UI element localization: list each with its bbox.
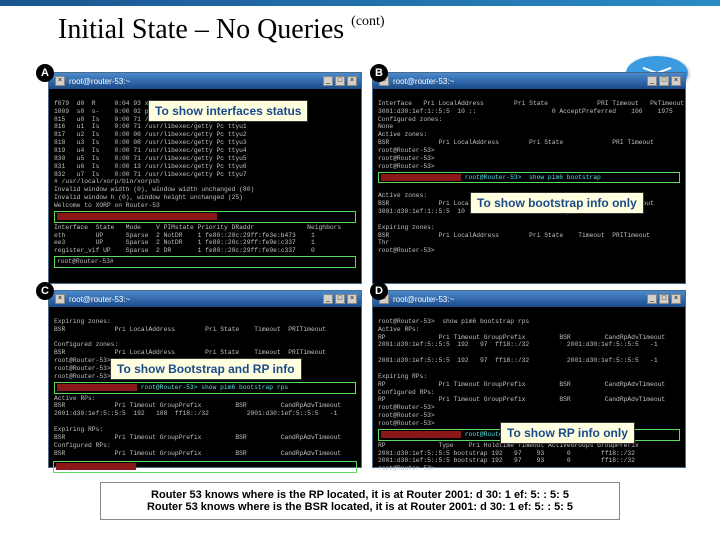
maximize-button[interactable]: □: [659, 76, 669, 86]
close-button[interactable]: ×: [671, 76, 681, 86]
minimize-button[interactable]: _: [647, 294, 657, 304]
badge-a: A: [36, 64, 54, 82]
close-icon[interactable]: ×: [55, 76, 65, 86]
maximize-button[interactable]: □: [659, 294, 669, 304]
callout-b: To show bootstrap info only: [470, 192, 644, 214]
terminal-cmd: root@Router-53> show pim6 bootstrap rps: [141, 384, 288, 391]
terminal-title: root@router-53:~: [69, 295, 130, 304]
highlight-box: root@Router-53# show interfaces: [54, 211, 356, 223]
terminal-title: root@router-53:~: [393, 77, 454, 86]
terminal-output: RP Type Pri Holdtime Timeout ActiveGroup…: [378, 442, 639, 473]
close-button[interactable]: ×: [347, 294, 357, 304]
maximize-button[interactable]: □: [335, 294, 345, 304]
slide-title-suffix: (cont): [351, 14, 384, 29]
terminal-panel-b: × root@router-53:~ _ □ × Interface Pri L…: [372, 72, 686, 284]
terminal-table: Interface State Mode V PIMstate Priority…: [54, 224, 341, 255]
callout-c: To show Bootstrap and RP info: [110, 358, 302, 380]
minimize-button[interactable]: _: [647, 76, 657, 86]
badge-d: D: [370, 282, 388, 300]
terminal-title: root@router-53:~: [69, 77, 130, 86]
redacted-prompt: root@Router-53>: [381, 174, 461, 181]
terminal-title: root@router-53:~: [393, 295, 454, 304]
terminal-body: Interface Pri LocalAddress Pri State PRI…: [373, 89, 685, 258]
minimize-button[interactable]: _: [323, 294, 333, 304]
terminal-body: Expiring zones: BSR Pri LocalAddress Pri…: [49, 307, 361, 476]
redacted-prompt: root@Router-53>: [56, 463, 136, 470]
redacted-prompt: root@Router-53>: [381, 431, 461, 438]
terminal-titlebar: × root@router-53:~ _ □ ×: [373, 73, 685, 89]
highlight-box: root@Router-53> root@Router-53> show pim…: [378, 172, 680, 184]
terminal-body: root@Router-53> show pim6 bootstrap rps …: [373, 307, 685, 476]
terminal-output: Interface Pri LocalAddress Pri State PRI…: [378, 100, 684, 170]
badge-c: C: [36, 282, 54, 300]
callout-a: To show interfaces status: [148, 100, 308, 122]
summary-line-1: Router 53 knows where is the RP located,…: [111, 489, 609, 501]
minimize-button[interactable]: _: [323, 76, 333, 86]
highlight-box: root@Router-53> root@Router-53> show pim…: [54, 382, 356, 394]
terminal-output: root@Router-53> show pim6 bootstrap rps …: [378, 318, 665, 427]
terminal-cmd: root@Router-53> show pim6 bootstrap: [465, 174, 601, 181]
summary-line-2: Router 53 knows where is the BSR located…: [111, 501, 609, 513]
terminal-prompt: root@Router-53#: [57, 258, 114, 265]
highlight-box: root@Router-53>: [53, 461, 357, 473]
close-button[interactable]: ×: [347, 76, 357, 86]
slide-title-main: Initial State – No Queries: [58, 14, 344, 45]
maximize-button[interactable]: □: [335, 76, 345, 86]
summary-box: Router 53 knows where is the RP located,…: [100, 482, 620, 520]
callout-d: To show RP info only: [500, 422, 635, 444]
close-button[interactable]: ×: [671, 294, 681, 304]
slide-header-bar: [0, 0, 720, 6]
slide-title: Initial State – No Queries (cont): [58, 14, 385, 46]
terminal-titlebar: × root@router-53:~ _ □ ×: [49, 73, 361, 89]
terminal-titlebar: × root@router-53:~ _ □ ×: [49, 291, 361, 307]
redacted-prompt: root@Router-53>: [57, 384, 137, 391]
redacted-cmd: root@Router-53# show interfaces: [57, 213, 217, 220]
terminal-titlebar: × root@router-53:~ _ □ ×: [373, 291, 685, 307]
highlight-box: root@Router-53#: [54, 256, 356, 268]
badge-b: B: [370, 64, 388, 82]
close-icon[interactable]: ×: [55, 294, 65, 304]
